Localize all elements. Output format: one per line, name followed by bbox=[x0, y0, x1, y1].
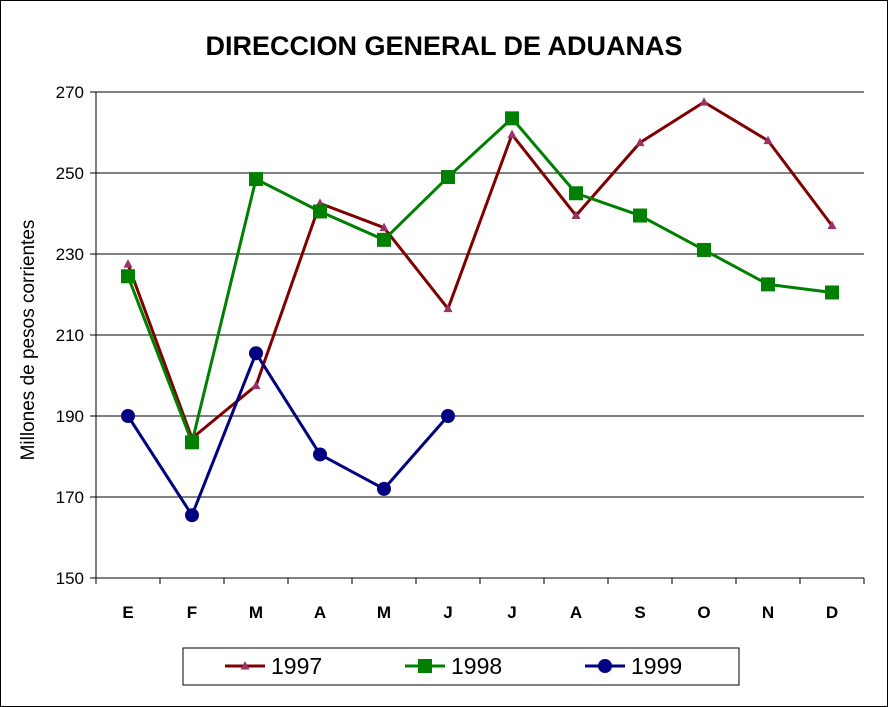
x-tick-label: S bbox=[634, 603, 645, 622]
data-point-1999 bbox=[441, 409, 455, 423]
data-point-1997 bbox=[251, 380, 261, 390]
y-tick-label: 170 bbox=[56, 488, 84, 507]
data-point-1997 bbox=[763, 135, 773, 145]
data-point-1998 bbox=[185, 435, 199, 450]
legend-marker-1999 bbox=[598, 659, 612, 673]
y-tick-label: 250 bbox=[56, 164, 84, 183]
data-point-1997 bbox=[443, 303, 453, 313]
plot-area: 150 170 190 210 230 250 270 E F M A M J J A S O N D bbox=[56, 83, 865, 622]
x-tick-label: D bbox=[826, 603, 838, 622]
x-tick-label: F bbox=[187, 603, 197, 622]
data-point-1997 bbox=[379, 222, 389, 232]
data-point-1999 bbox=[185, 508, 199, 523]
data-point-1997 bbox=[507, 129, 517, 139]
x-tick-label: O bbox=[697, 603, 710, 622]
data-point-1998 bbox=[505, 111, 519, 126]
data-point-1998 bbox=[441, 170, 455, 185]
data-point-1998 bbox=[121, 269, 135, 284]
y-tick-label: 190 bbox=[56, 407, 84, 426]
legend-label-1999: 1999 bbox=[631, 653, 682, 679]
data-point-1997 bbox=[699, 97, 709, 106]
chart-title: DIRECCION GENERAL DE ADUANAS bbox=[205, 31, 682, 61]
legend-label-1997: 1997 bbox=[271, 653, 322, 679]
series-line-1997 bbox=[126, 100, 834, 440]
x-tick-label: A bbox=[314, 603, 326, 622]
legend: 1997 1998 1999 bbox=[182, 647, 740, 686]
legend-marker-1997 bbox=[240, 661, 250, 670]
data-point-1998 bbox=[825, 285, 839, 300]
x-tick-label: A bbox=[570, 603, 582, 622]
x-tick-label: N bbox=[762, 603, 774, 622]
data-point-1998 bbox=[697, 242, 711, 257]
series-line-1999 bbox=[126, 351, 450, 517]
data-point-1997 bbox=[635, 137, 645, 147]
y-axis-label: Millones de pesos corrientes bbox=[18, 220, 39, 461]
data-point-1998 bbox=[313, 204, 327, 219]
x-tick-label: M bbox=[249, 603, 263, 622]
data-point-1999 bbox=[377, 481, 391, 496]
data-point-1998 bbox=[377, 232, 391, 247]
x-tick-label: J bbox=[507, 603, 516, 622]
data-point-1999 bbox=[121, 409, 135, 423]
series-line-1998 bbox=[126, 116, 833, 444]
data-point-1998 bbox=[569, 186, 583, 201]
data-point-1998 bbox=[633, 208, 647, 223]
data-point-1997 bbox=[571, 210, 581, 220]
data-point-1999 bbox=[313, 447, 327, 462]
data-point-1997 bbox=[123, 259, 133, 268]
y-tick-label: 230 bbox=[56, 245, 84, 264]
x-tick-label: J bbox=[443, 603, 452, 622]
data-point-1998 bbox=[761, 277, 775, 292]
data-point-1998 bbox=[249, 172, 263, 187]
x-tick-label: E bbox=[122, 603, 133, 622]
data-point-1999 bbox=[249, 346, 263, 361]
y-tick-label: 150 bbox=[56, 569, 84, 588]
legend-label-1998: 1998 bbox=[451, 653, 502, 679]
legend-marker-1998 bbox=[418, 659, 432, 673]
x-tick-label: M bbox=[377, 603, 391, 622]
y-tick-label: 210 bbox=[56, 326, 84, 345]
legend-box bbox=[182, 647, 740, 686]
y-tick-label: 270 bbox=[56, 83, 84, 102]
data-point-1997 bbox=[827, 220, 837, 230]
